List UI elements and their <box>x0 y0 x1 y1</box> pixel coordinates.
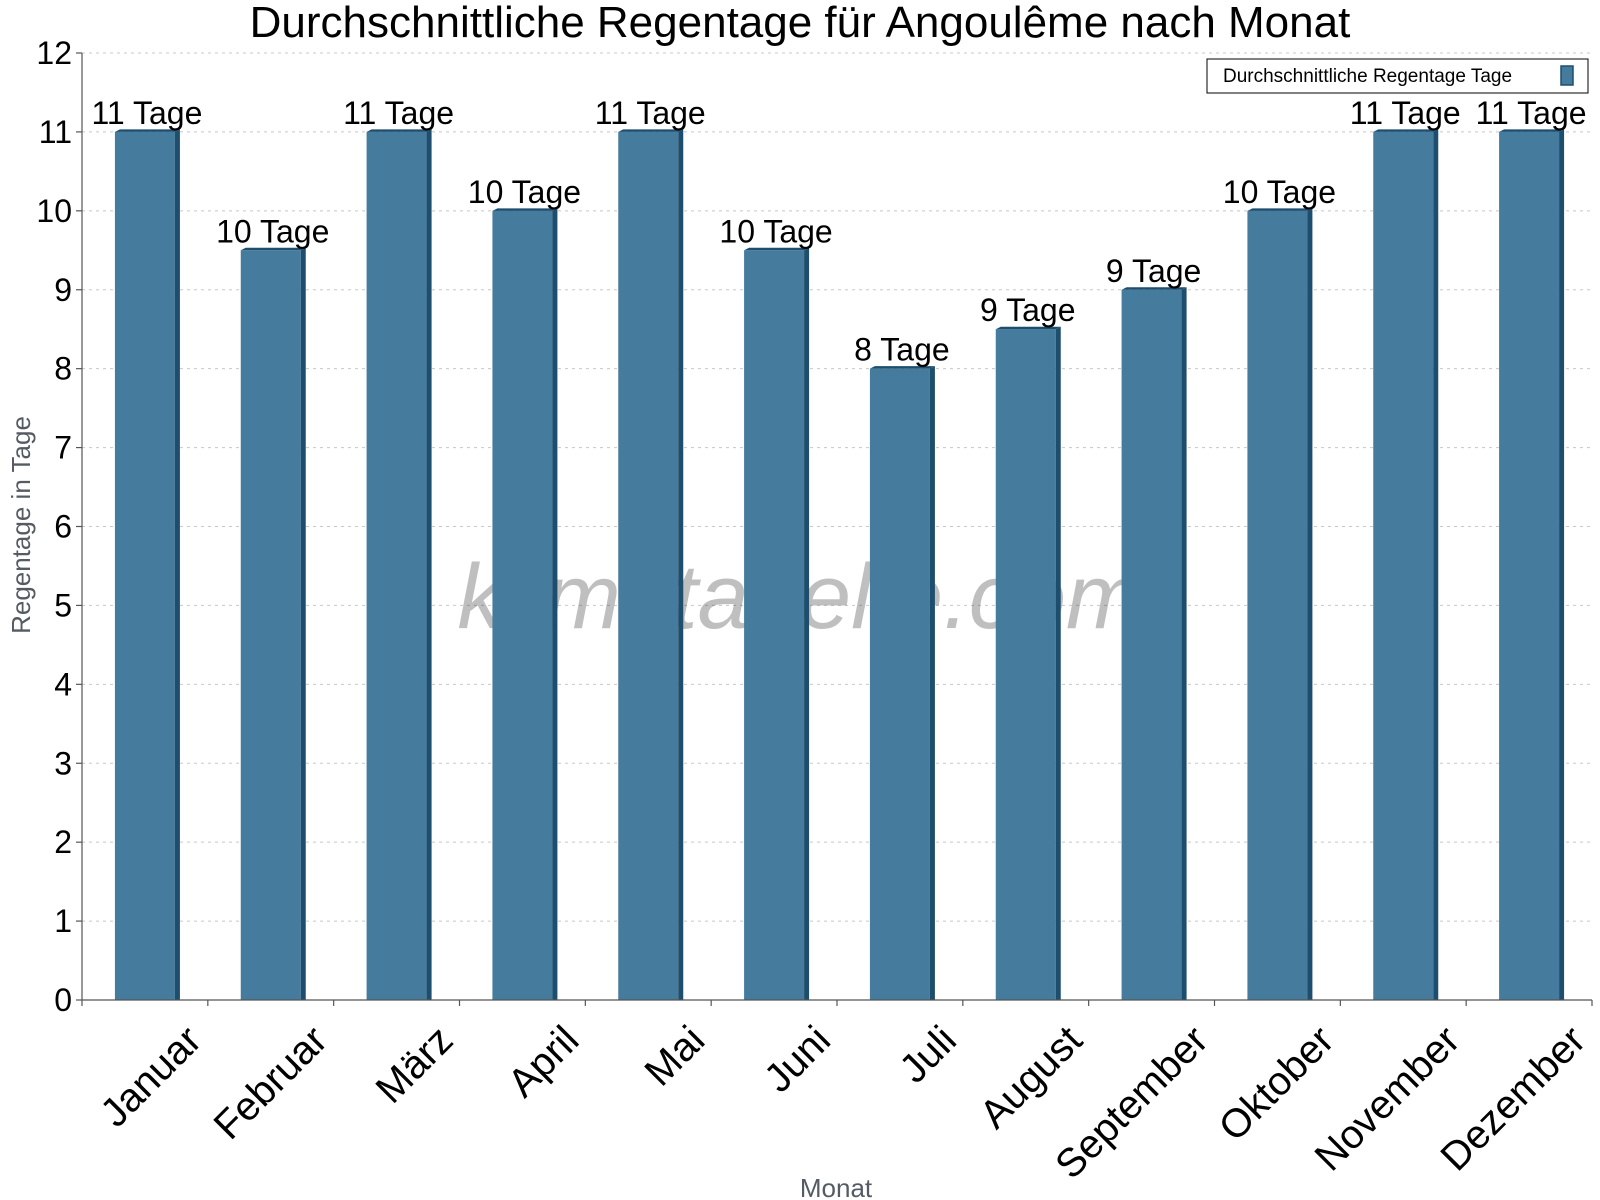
bar-7 <box>869 366 935 1001</box>
bar-top <box>492 208 558 211</box>
bar-side <box>678 129 684 1000</box>
bar-top <box>240 247 306 251</box>
y-tick-label: 0 <box>54 982 72 1018</box>
bar-face <box>240 250 301 1000</box>
bar-1 <box>114 129 180 1000</box>
bar-side <box>929 366 935 1001</box>
x-tick-label: Januar <box>92 1018 210 1136</box>
bar-value-label: 11 Tage <box>595 95 706 131</box>
bars <box>114 129 1565 1001</box>
y-tick-label: 11 <box>39 114 72 150</box>
y-tick-label: 10 <box>36 193 72 229</box>
bar-value-label: 10 Tage <box>216 213 329 249</box>
y-tick-label: 2 <box>54 824 72 860</box>
bar-top <box>1373 129 1439 132</box>
y-tick-label: 12 <box>36 35 72 71</box>
bar-top <box>114 129 180 132</box>
bar-top <box>618 129 684 132</box>
bar-4 <box>492 208 558 1001</box>
bar-value-label: 9 Tage <box>980 292 1076 328</box>
x-tick-label: August <box>972 1018 1091 1137</box>
bar-face <box>869 368 930 1001</box>
bar-top <box>1499 129 1565 132</box>
bar-side <box>1307 208 1313 1001</box>
bar-face <box>1499 131 1560 1000</box>
x-tick-label: Juli <box>891 1018 965 1092</box>
bar-value-label: 10 Tage <box>468 174 581 210</box>
bar-12 <box>1499 129 1565 1000</box>
bar-3 <box>366 129 432 1000</box>
bar-side <box>174 129 180 1000</box>
data-labels: 11 Tage 10 Tage 11 Tage 10 Tage 11 Tage 10 Ta… <box>91 95 1586 368</box>
bar-value-label: 10 Tage <box>1223 174 1336 210</box>
bar-side <box>1559 129 1565 1000</box>
x-axis-title: Monat <box>800 1173 873 1200</box>
x-tick-label: Mai <box>637 1018 714 1095</box>
x-tick-label: Februar <box>206 1018 336 1148</box>
bar-top <box>1247 208 1313 211</box>
bar-side <box>300 247 306 1000</box>
bar-9 <box>1121 287 1187 1000</box>
bar-face <box>114 131 175 1000</box>
chart-title: Durchschnittliche Regentage für Angoulêm… <box>250 0 1351 47</box>
legend-label: Durchschnittliche Regentage Tage <box>1223 66 1512 87</box>
bar-5 <box>618 129 684 1000</box>
bar-value-label: 10 Tage <box>719 213 832 249</box>
x-tick-label: März <box>368 1018 462 1112</box>
bar-side <box>1055 326 1061 1000</box>
bar-side <box>1181 287 1187 1000</box>
bar-top <box>744 247 810 251</box>
bar-top <box>1121 287 1187 290</box>
bar-value-label: 11 Tage <box>1350 95 1461 131</box>
y-tick-label: 4 <box>54 666 72 702</box>
bar-2 <box>240 247 306 1000</box>
bar-value-label: 9 Tage <box>1106 253 1202 289</box>
y-tick-label: 6 <box>54 509 72 545</box>
grid-lines <box>82 52 1592 922</box>
y-tick-label: 8 <box>54 351 72 387</box>
bar-10 <box>1247 208 1313 1001</box>
bar-top <box>995 326 1061 330</box>
bar-value-label: 11 Tage <box>91 95 202 131</box>
bar-face <box>1121 289 1182 1000</box>
bar-11 <box>1373 129 1439 1000</box>
y-tick-label: 1 <box>54 903 72 939</box>
y-tick-label: 9 <box>54 272 72 308</box>
y-axis-title: Regentage in Tage <box>6 416 36 634</box>
y-tick-label: 5 <box>54 587 72 623</box>
bar-face <box>492 210 553 1001</box>
x-tick-label: Oktober <box>1211 1018 1343 1150</box>
bar-face <box>1373 131 1434 1000</box>
bar-value-label: 8 Tage <box>854 332 950 368</box>
legend: Durchschnittliche Regentage Tage <box>1206 58 1589 94</box>
bar-8 <box>995 326 1061 1000</box>
bar-face <box>366 131 427 1000</box>
bar-side <box>426 129 432 1000</box>
bar-value-label: 11 Tage <box>1476 95 1587 131</box>
bar-face <box>1247 210 1308 1001</box>
bar-face <box>744 250 805 1000</box>
bar-side <box>804 247 810 1000</box>
bar-6 <box>744 247 810 1000</box>
bar-top <box>366 129 432 132</box>
bar-face <box>618 131 679 1000</box>
legend-swatch <box>1560 65 1574 86</box>
bar-side <box>552 208 558 1001</box>
y-tick-label: 7 <box>54 430 72 466</box>
bar-side <box>1433 129 1439 1000</box>
bar-top <box>869 366 935 369</box>
bar-face <box>995 329 1056 1000</box>
bar-value-label: 11 Tage <box>343 95 454 131</box>
x-tick-label: April <box>500 1018 588 1106</box>
x-tick-label: Juni <box>756 1018 839 1101</box>
legend-box <box>1206 58 1589 94</box>
y-tick-label: 3 <box>54 745 72 781</box>
